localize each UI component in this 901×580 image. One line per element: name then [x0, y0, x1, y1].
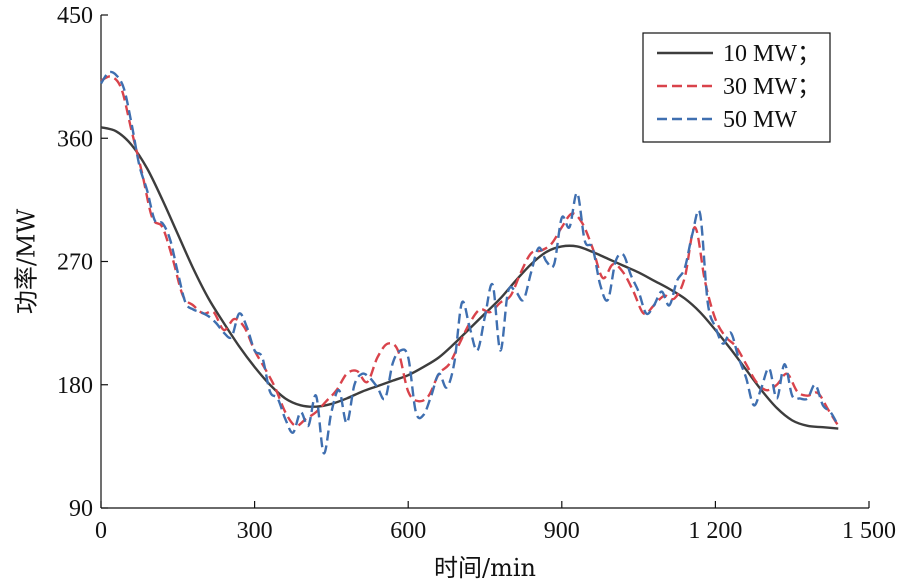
y-tick-label: 270 [57, 250, 93, 276]
series-30mw-line [100, 75, 840, 428]
legend: 10 MW； 30 MW； 50 MW [642, 32, 831, 143]
x-axis-title: 时间/min [434, 554, 536, 580]
series-10mw-line [100, 126, 839, 430]
y-tick-label: 450 [57, 3, 93, 29]
x-axis: 0 300 600 900 1 200 1 500 [95, 501, 896, 544]
y-tick-label: 90 [69, 496, 93, 522]
series-50mw-line [99, 70, 840, 455]
series-layer [99, 70, 840, 455]
y-tick-label: 360 [57, 126, 93, 152]
y-tick-label: 180 [57, 373, 93, 399]
x-tick-label: 900 [544, 518, 580, 544]
x-tick-label: 600 [390, 518, 426, 544]
legend-label: 30 MW； [723, 74, 821, 100]
x-tick-label: 1 500 [842, 518, 896, 544]
legend-label: 50 MW [723, 107, 797, 133]
y-axis: 90 180 270 360 450 [57, 3, 108, 522]
x-tick-label: 0 [95, 518, 107, 544]
legend-label: 10 MW； [723, 41, 821, 67]
x-tick-label: 300 [237, 518, 273, 544]
legend-box [642, 32, 831, 143]
x-tick-label: 1 200 [688, 518, 742, 544]
y-axis-title: 功率/MW [13, 209, 41, 315]
